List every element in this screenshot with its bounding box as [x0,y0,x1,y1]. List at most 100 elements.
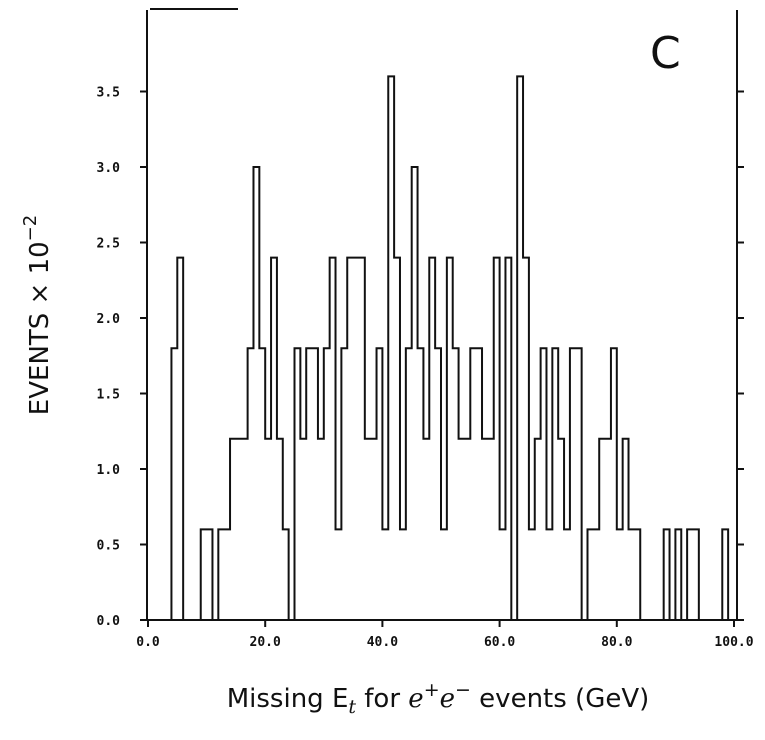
x-tick-label: 80.0 [601,635,632,650]
x-tick-label: 0.0 [136,635,160,650]
histogram-bin [617,529,623,620]
axis-ticks [140,90,744,627]
histogram-bin [177,258,183,620]
x-tick-label: 40.0 [367,635,398,650]
histogram-bin [523,258,529,620]
histogram-bins [171,76,728,620]
histogram-bin [253,167,259,620]
x-tick-labels: 0.0 20.0 40.0 60.0 80.0 100.0 [136,635,753,650]
y-tick-labels: 0.0 0.5 1.0 1.5 2.0 2.5 3.0 3.5 [97,86,121,630]
histogram-bin [406,348,412,620]
histogram-bin [365,439,371,620]
y-axis-title: EVENTS × 10−2 [20,215,55,415]
histogram-bin [283,529,289,620]
y-axis-title-exponent: −2 [20,215,41,242]
histogram-bin [312,348,318,620]
histogram-bin [535,439,541,620]
histogram-bin [634,529,640,620]
histogram-bin [459,439,465,620]
histogram-bin [488,439,494,620]
histogram-bin [541,348,547,620]
histogram-bin [476,348,482,620]
histogram-bin [494,258,500,620]
histogram-bin [377,348,383,620]
histogram-bin [664,529,670,620]
histogram-bin [611,348,617,620]
x-axis-title-middle: for [356,684,408,714]
histogram-bin [394,258,400,620]
histogram-bin [224,529,230,620]
histogram-bin [318,439,324,620]
x-tick-label: 60.0 [484,635,515,650]
histogram-bin [464,439,470,620]
histogram-bin [482,439,488,620]
histogram-bin [599,439,605,620]
x-axis-title-suffix: events (GeV) [471,684,649,714]
histogram-bin [171,348,177,620]
histogram-bin [441,529,447,620]
histogram-bin [341,348,347,620]
histogram-bin [529,529,535,620]
histogram-bin [207,529,213,620]
histogram-bin [687,529,693,620]
histogram-bin [546,529,552,620]
histogram-bin [576,348,582,620]
panel-label: C [650,28,681,79]
histogram-bin [236,439,242,620]
histogram-bin [371,439,377,620]
histogram-bin [435,348,441,620]
histogram-bin [336,529,342,620]
histogram-bin [564,529,570,620]
histogram-bin [593,529,599,620]
histogram-bin [330,258,336,620]
histogram-bin [271,258,277,620]
histogram-bin [359,258,365,620]
x-tick-label: 100.0 [714,635,753,650]
histogram-bin [500,529,506,620]
histogram-bin [629,529,635,620]
x-tick-label: 20.0 [250,635,281,650]
histogram-bin [453,348,459,620]
histogram-bin [353,258,359,620]
histogram-bin [242,439,248,620]
x-axis-title-prefix: Missing E [227,684,349,714]
histogram-bin [588,529,594,620]
histogram-bin [259,348,265,620]
histogram-bin [201,529,207,620]
y-tick-label: 1.0 [97,463,121,478]
histogram-bin [277,439,283,620]
histogram-bin [623,439,629,620]
histogram-bin [558,439,564,620]
histogram-bin [675,529,681,620]
x-axis-title-sup: − [455,679,471,701]
y-tick-label: 0.5 [97,539,120,554]
x-axis-title-particle: e [408,684,423,714]
histogram-bin [306,348,312,620]
histogram-bin [570,348,576,620]
y-tick-label: 2.5 [97,237,120,252]
histogram-bin [265,439,271,620]
histogram-bin [605,439,611,620]
histogram-bin [295,348,301,620]
histogram-bin [722,529,728,620]
histogram-bin [552,348,558,620]
histogram-bin [347,258,353,620]
y-tick-label: 3.0 [97,161,121,176]
histogram-bin [324,348,330,620]
histogram-bin [423,439,429,620]
histogram-outline [148,75,734,621]
y-tick-label: 0.0 [97,614,121,629]
histogram-bin [505,258,511,620]
y-axis-title-main: EVENTS × 10 [25,241,55,415]
x-axis-title: Missing Et for e+e− events (GeV) [227,679,650,718]
histogram-bin [230,439,236,620]
histogram-bin [429,258,435,620]
histogram-bin [693,529,699,620]
x-axis-title-sup: + [424,679,440,701]
histogram-bin [218,529,224,620]
histogram-bin [470,348,476,620]
y-tick-label: 1.5 [97,388,120,403]
histogram-bin [388,76,394,620]
histogram-bin [300,439,306,620]
